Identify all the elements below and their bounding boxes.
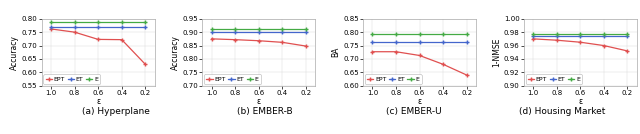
Line: ET: ET <box>371 41 468 44</box>
Legend: EPT, ET, E: EPT, ET, E <box>204 74 261 84</box>
ET <box>255 31 262 33</box>
E <box>416 33 424 35</box>
EPT <box>392 51 400 53</box>
Line: E: E <box>371 32 468 36</box>
ET <box>553 35 561 37</box>
X-axis label: ε: ε <box>578 97 582 106</box>
E <box>529 33 537 35</box>
Line: E: E <box>531 32 629 36</box>
ET <box>94 26 102 28</box>
EPT <box>623 50 631 52</box>
EPT <box>416 55 424 56</box>
Y-axis label: 1-NMSE: 1-NMSE <box>492 38 501 67</box>
EPT <box>600 45 607 46</box>
Legend: EPT, ET, E: EPT, ET, E <box>44 74 100 84</box>
E <box>392 33 400 35</box>
ET <box>141 26 149 28</box>
Line: EPT: EPT <box>371 50 468 77</box>
Y-axis label: BA: BA <box>332 47 340 57</box>
E <box>208 28 216 30</box>
E <box>278 28 286 30</box>
E <box>600 33 607 35</box>
ET <box>416 42 424 43</box>
ET <box>47 26 55 28</box>
Legend: EPT, ET, E: EPT, ET, E <box>525 74 582 84</box>
Line: ET: ET <box>531 34 629 38</box>
Line: ET: ET <box>49 25 147 29</box>
ET <box>302 31 310 33</box>
E <box>553 33 561 35</box>
E <box>302 28 310 30</box>
ET <box>278 31 286 33</box>
E <box>439 33 447 35</box>
EPT <box>529 38 537 40</box>
E <box>232 28 239 30</box>
ET <box>71 26 79 28</box>
Text: (a) Hyperplane: (a) Hyperplane <box>82 107 150 116</box>
E <box>369 33 376 35</box>
X-axis label: ε: ε <box>417 97 422 106</box>
ET <box>439 42 447 43</box>
Text: (c) EMBER-U: (c) EMBER-U <box>386 107 442 116</box>
ET <box>392 42 400 43</box>
EPT <box>278 42 286 43</box>
EPT <box>553 39 561 41</box>
E <box>463 33 470 35</box>
ET <box>623 35 631 37</box>
Text: (b) EMBER-B: (b) EMBER-B <box>237 107 292 116</box>
E <box>118 21 125 23</box>
E <box>141 21 149 23</box>
E <box>47 21 55 23</box>
Y-axis label: Accuracy: Accuracy <box>10 35 19 70</box>
EPT <box>141 64 149 65</box>
EPT <box>71 31 79 33</box>
ET <box>529 35 537 37</box>
Line: EPT: EPT <box>531 37 629 53</box>
EPT <box>118 39 125 40</box>
ET <box>118 26 125 28</box>
E <box>577 33 584 35</box>
EPT <box>47 28 55 30</box>
ET <box>369 42 376 43</box>
Legend: EPT, ET, E: EPT, ET, E <box>365 74 422 84</box>
Line: E: E <box>210 27 308 31</box>
ET <box>208 31 216 33</box>
EPT <box>439 64 447 65</box>
ET <box>577 35 584 37</box>
E <box>94 21 102 23</box>
X-axis label: ε: ε <box>257 97 261 106</box>
E <box>623 33 631 35</box>
EPT <box>463 74 470 76</box>
EPT <box>577 41 584 43</box>
ET <box>463 42 470 43</box>
EPT <box>255 40 262 42</box>
EPT <box>208 38 216 40</box>
EPT <box>369 51 376 53</box>
Line: EPT: EPT <box>210 37 308 48</box>
Y-axis label: Accuracy: Accuracy <box>171 35 180 70</box>
ET <box>600 35 607 37</box>
ET <box>232 31 239 33</box>
EPT <box>302 45 310 47</box>
Text: (d) Housing Market: (d) Housing Market <box>519 107 605 116</box>
EPT <box>94 39 102 40</box>
Line: ET: ET <box>210 30 308 34</box>
EPT <box>232 39 239 40</box>
E <box>255 28 262 30</box>
Line: E: E <box>49 21 147 24</box>
X-axis label: ε: ε <box>96 97 100 106</box>
E <box>71 21 79 23</box>
Line: EPT: EPT <box>49 27 147 66</box>
